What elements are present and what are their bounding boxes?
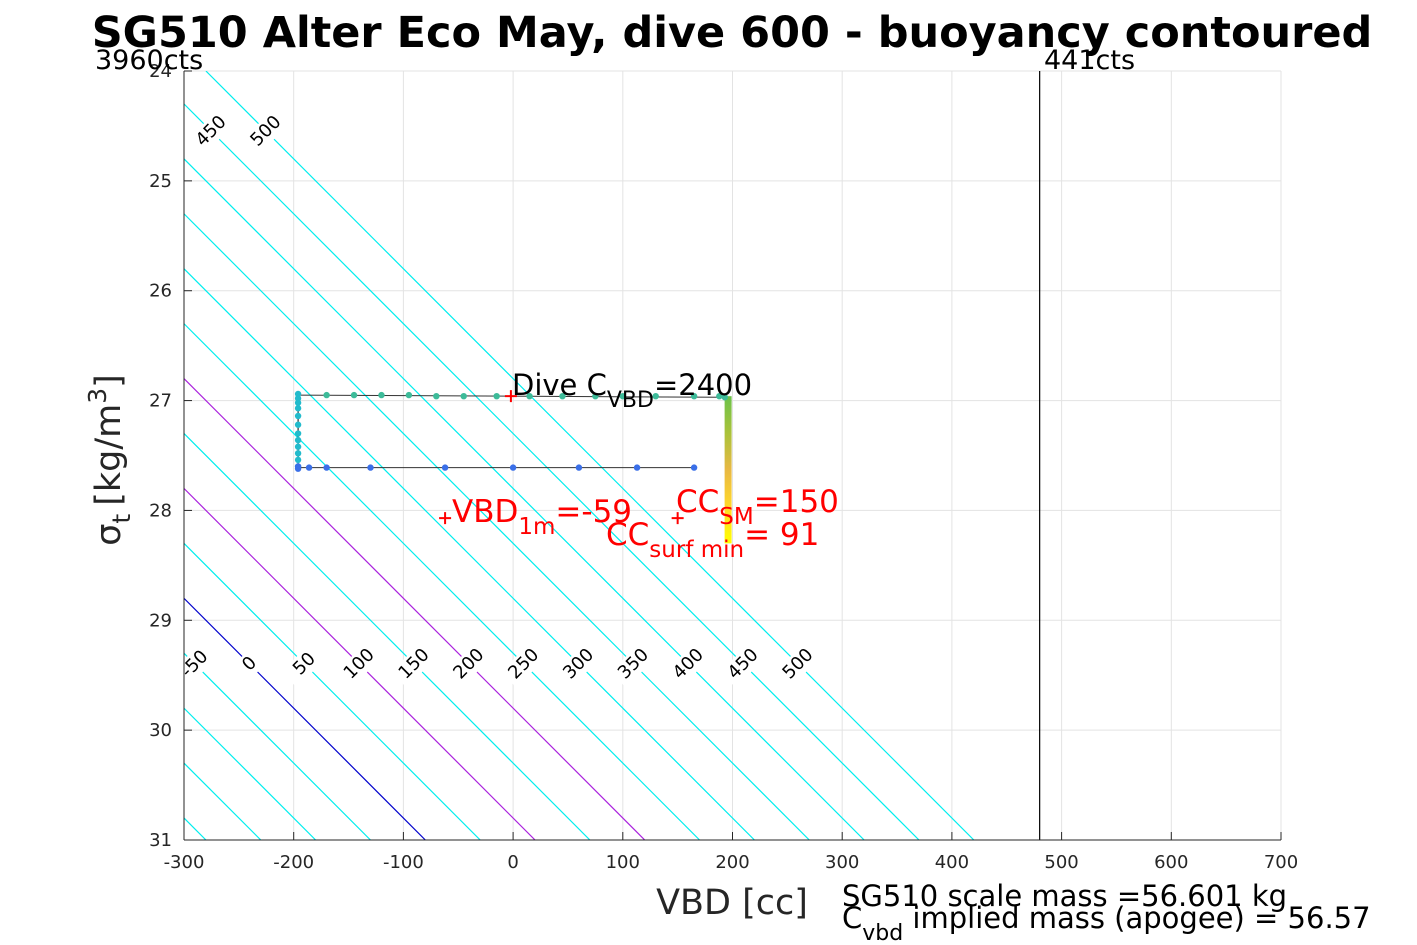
contour-line-50 [184, 542, 481, 840]
x-tick-label: 200 [715, 852, 749, 873]
scale-mass-annotation: SG510 scale mass =56.601 kg [842, 879, 1287, 913]
contour-line--300 [0, 71, 96, 840]
dive-point [294, 412, 302, 420]
x-tick-label: 0 [507, 852, 518, 873]
dive-point [294, 443, 302, 450]
contour-line--50 [184, 652, 371, 840]
plus-marker [671, 512, 684, 525]
climb-point [305, 464, 313, 471]
contour-line-250 [184, 322, 701, 840]
dive-point [294, 456, 302, 464]
contour-line-450 [184, 103, 920, 840]
y-axis-sup: 3 [83, 388, 112, 404]
plus-marker [504, 390, 517, 403]
axes [183, 70, 1282, 841]
dive-point [493, 392, 500, 400]
contour-line-500 [205, 71, 975, 840]
corner-label-right: 441cts [1044, 45, 1135, 76]
dive-point [294, 421, 302, 428]
x-tick-label: -300 [164, 852, 205, 873]
x-tick-label: 700 [1264, 852, 1298, 873]
contour-line-300 [184, 267, 755, 840]
dive-point [721, 394, 729, 401]
vbd-limit-lines [297, 71, 1041, 840]
dive-point [294, 436, 302, 444]
climb-point [441, 464, 449, 471]
y-tick-label: 24 [149, 61, 172, 82]
y-tick-label: 26 [149, 281, 172, 302]
contour-line--350 [0, 71, 41, 840]
x-tick-label: -200 [273, 852, 314, 873]
markers [439, 390, 684, 525]
y-axis-unit: [kg/m [89, 404, 129, 506]
y-tick-label: 31 [149, 830, 172, 851]
dive-point [350, 391, 358, 399]
contour-line-400 [184, 158, 865, 840]
y-axis-close: ] [89, 374, 129, 388]
dive-point [294, 405, 302, 412]
x-tick-label: -100 [383, 852, 424, 873]
dive-point [294, 450, 302, 457]
dive-cvbd-annotation: Dive CVBD=2400 [512, 368, 752, 413]
y-axis-label: σt [kg/m3] [83, 374, 136, 546]
chart-title: SG510 Alter Eco May, dive 600 - buoyancy… [92, 8, 1373, 58]
dive-point [294, 430, 302, 437]
y-axis-sub: t [107, 514, 136, 524]
contour-line-100 [184, 487, 536, 840]
contour-line--150 [184, 762, 262, 840]
y-tick-label: 28 [149, 500, 172, 521]
x-tick-label: 400 [935, 852, 969, 873]
cc-surf-min-annotation: CCsurf min= 91 [606, 517, 819, 563]
implied-mass-annotation: Cvbd implied mass (apogee) = 56.57 [842, 901, 1371, 945]
dive-point [378, 391, 385, 399]
y-tick-label: 30 [149, 720, 172, 741]
vbd-1m-annotation: VBD1m=-59 [452, 494, 632, 540]
climb-point [323, 464, 330, 471]
y-tick-label: 29 [149, 610, 172, 631]
contour-line-150 [184, 432, 591, 840]
climb-point [367, 464, 374, 471]
climb-point [509, 464, 517, 471]
dive-point [460, 392, 467, 400]
dive-point [592, 392, 599, 400]
climb-point [294, 465, 302, 472]
dive-point [619, 392, 626, 400]
y-axis-symbol: σ [89, 524, 129, 546]
climb-point [633, 464, 641, 471]
dive-point [294, 395, 302, 402]
tick-labels: -300 -200 -100 0 100 200 300 400 500 600 700 24 25 26… [149, 61, 1298, 873]
dive-point [323, 391, 330, 399]
dive-point [716, 392, 723, 400]
buoyancy-contours [0, 71, 975, 840]
y-tick-label: 25 [149, 171, 172, 192]
dive-point [690, 392, 698, 400]
x-tick-label: 600 [1154, 852, 1188, 873]
vertical-track [724, 396, 732, 544]
grid-lines [183, 70, 1282, 841]
data-points [294, 390, 729, 472]
x-tick-label: 300 [825, 852, 859, 873]
dive-point [652, 392, 659, 400]
contour-labels: 450 500-50 0 50 100 150 200 250 300 350 400 450 500 [171, 108, 822, 688]
cc-sm-annotation: CCSM=150 [676, 484, 839, 530]
y-tick-label: 27 [149, 391, 172, 412]
climb-point [690, 464, 698, 471]
climb-point [575, 464, 583, 471]
contour-line-350 [184, 212, 810, 840]
dive-point [526, 392, 533, 400]
x-tick-label: 500 [1044, 852, 1078, 873]
x-axis-label: VBD [cc] [656, 883, 808, 923]
dive-point [405, 391, 413, 399]
contour-line-200 [184, 377, 646, 840]
corner-label-left: 3960cts [95, 45, 203, 76]
x-tick-label: 100 [606, 852, 640, 873]
contour-line--100 [184, 707, 317, 840]
contour-line-0 [184, 597, 426, 840]
plus-marker [439, 512, 452, 525]
dive-point [294, 390, 302, 398]
dive-point [433, 392, 440, 400]
dive-point [559, 392, 566, 400]
dive-point [294, 399, 302, 406]
